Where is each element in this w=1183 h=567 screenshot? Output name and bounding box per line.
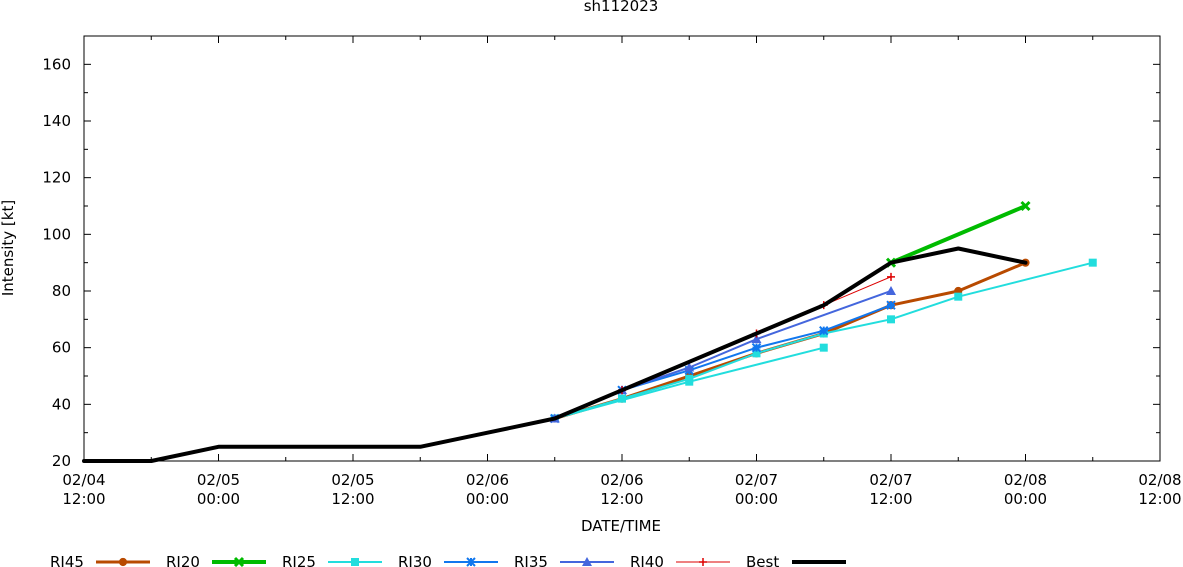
series-ri25-2 [550, 343, 828, 423]
series-ri20-1 [885, 200, 1031, 268]
series-line-ri30 [553, 261, 1094, 420]
data-point-ri35 [819, 325, 829, 336]
legend-swatch-marker [466, 557, 476, 567]
data-point-ri30 [954, 292, 963, 301]
x-tick-label-date: 02/04 [62, 471, 105, 489]
x-tick-label-time: 12:00 [1138, 490, 1181, 508]
legend-item-ri20: RI20 [166, 553, 266, 567]
legend-swatch-marker [582, 557, 592, 566]
x-tick-label-date: 02/05 [331, 471, 374, 489]
data-point-ri40 [751, 334, 762, 344]
y-tick-label: 140 [42, 112, 71, 130]
legend-swatch-marker [233, 556, 245, 567]
legend-item-ri35: RI35 [514, 553, 614, 567]
y-tick-label: 80 [52, 282, 71, 300]
y-tick-label: 40 [52, 395, 71, 413]
y-tick-label: 20 [52, 452, 71, 470]
x-tick-label-time: 00:00 [466, 490, 509, 508]
data-point-ri40 [684, 362, 695, 372]
data-point-ri25 [819, 343, 828, 352]
legend-label: RI45 [50, 553, 84, 567]
y-tick-label: 100 [42, 225, 71, 243]
data-point-ri40 [886, 286, 896, 295]
legend-label: RI25 [282, 553, 316, 567]
x-tick-label-time: 00:00 [735, 490, 778, 508]
x-tick-label-time: 12:00 [331, 490, 374, 508]
x-tick-label-time: 00:00 [1004, 490, 1047, 508]
series-layer [82, 200, 1097, 463]
y-axis-title: Intensity [kt] [0, 200, 17, 296]
y-tick-label: 120 [42, 169, 71, 187]
data-point-ri30 [685, 374, 694, 383]
legend-label: RI40 [630, 553, 664, 567]
y-tick-label: 60 [52, 339, 71, 357]
legend-swatch-marker [351, 558, 359, 566]
legend-swatch-marker [118, 557, 128, 567]
plot-frame: 2040608010012014016002/0412:0002/0500:00… [42, 35, 1182, 508]
x-tick-label-time: 12:00 [62, 490, 105, 508]
data-point-ri35 [751, 342, 762, 353]
data-point-ri30 [887, 315, 895, 324]
legend-label: Best [746, 553, 779, 567]
data-point-best [887, 272, 895, 281]
x-tick-label-date: 02/05 [197, 471, 240, 489]
legend-item-ri25: RI25 [282, 553, 382, 567]
legend-label: RI35 [514, 553, 548, 567]
series-track-7 [82, 246, 1028, 463]
series-line-ri20 [889, 204, 1028, 265]
x-tick-label-date: 02/07 [735, 471, 778, 489]
data-point-ri35 [886, 300, 896, 310]
legend: RI45 RI20 RI25 RI30 RI35 RI40 Best [50, 553, 846, 567]
x-tick-label-date: 02/06 [466, 471, 509, 489]
legend-label: RI20 [166, 553, 200, 567]
x-tick-label-time: 12:00 [869, 490, 912, 508]
x-tick-label-date: 02/08 [1004, 471, 1047, 489]
x-tick-label-date: 02/08 [1138, 471, 1181, 489]
legend-swatch-marker [699, 558, 707, 566]
series-line-ri35 [553, 304, 892, 420]
x-tick-label-date: 02/06 [600, 471, 643, 489]
legend-item-ri40: RI40 [630, 553, 730, 567]
data-point-ri20 [1020, 200, 1031, 212]
chart-title: sh112023 [584, 0, 659, 15]
data-point-ri30 [752, 349, 761, 358]
series-ri40-5 [549, 286, 896, 423]
legend-item-best: Best [746, 553, 846, 567]
series-line-track [82, 246, 1028, 463]
legend-label: RI30 [398, 553, 432, 567]
x-tick-label-time: 12:00 [600, 490, 643, 508]
y-tick-label: 160 [42, 55, 71, 73]
x-tick-label-time: 00:00 [197, 490, 240, 508]
x-axis-title: DATE/TIME [581, 517, 661, 535]
x-tick-label-date: 02/07 [869, 471, 912, 489]
data-point-ri30 [1088, 258, 1097, 267]
legend-item-ri30: RI30 [398, 553, 498, 567]
data-point-ri30 [618, 394, 626, 403]
legend-item-ri45: RI45 [50, 553, 150, 567]
